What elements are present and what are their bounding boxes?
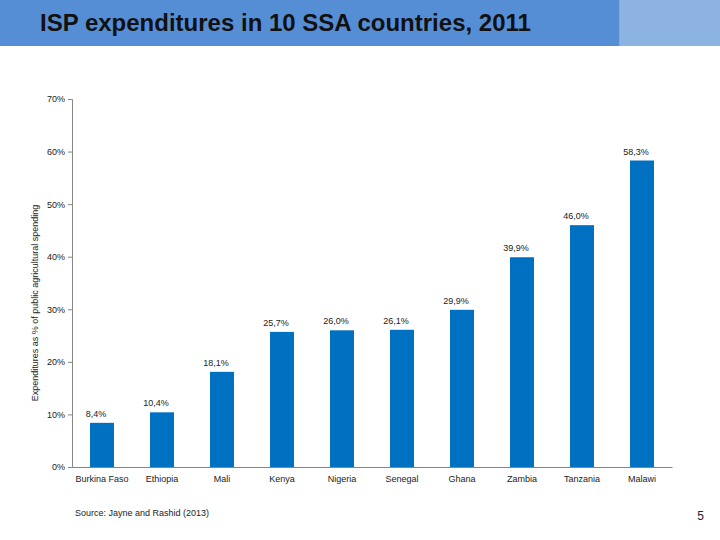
y-tick-mark	[68, 152, 72, 153]
y-axis: 0% 10% 20% 30% 40% 50% 60% 70%	[47, 94, 73, 472]
bar	[150, 412, 174, 467]
y-tick-mark	[68, 309, 72, 310]
x-tick: Nigeria	[328, 467, 357, 484]
y-axis-line	[68, 100, 73, 468]
bar	[270, 332, 294, 467]
x-tick: Kenya	[269, 467, 295, 484]
y-tick: 30%	[47, 305, 72, 315]
y-tick: 70%	[47, 94, 72, 104]
source-note: Source: Jayne and Rashid (2013)	[75, 508, 209, 518]
y-tick-mark	[68, 257, 72, 258]
bar	[630, 161, 654, 467]
y-tick-label: 70%	[47, 94, 65, 104]
y-tick-mark	[68, 467, 72, 468]
data-labels: 8,4% 10,4% 18,1% 25,7% 26,0% 26,1% 29,9% 39,9% 4…	[86, 147, 649, 419]
x-tick-label: Ethiopia	[146, 474, 179, 484]
x-tick: Ethiopia	[146, 467, 179, 484]
y-tick: 20%	[47, 357, 72, 367]
data-label: 39,9%	[503, 243, 529, 253]
y-tick-label: 10%	[47, 410, 65, 420]
y-tick-label: 20%	[47, 357, 65, 367]
x-tick-label: Ghana	[448, 474, 475, 484]
x-axis: Burkina Faso Ethiopia Mali Kenya Nigeria Sene…	[73, 467, 673, 484]
bar	[570, 225, 594, 467]
y-tick-label: 60%	[47, 147, 65, 157]
y-tick: 50%	[47, 200, 72, 210]
y-tick: 40%	[47, 252, 72, 262]
bar	[330, 330, 354, 467]
bar	[390, 330, 414, 467]
y-tick: 10%	[47, 410, 72, 420]
x-tick-label: Zambia	[507, 474, 537, 484]
x-tick-label: Kenya	[269, 474, 295, 484]
x-tick-label: Tanzania	[564, 474, 600, 484]
x-tick-label: Malawi	[628, 474, 656, 484]
x-tick: Tanzania	[564, 467, 600, 484]
bar	[90, 423, 114, 467]
data-label: 18,1%	[203, 358, 229, 368]
x-tick: Malawi	[628, 467, 656, 484]
x-tick: Senegal	[385, 467, 418, 484]
x-tick: Ghana	[448, 467, 475, 484]
y-tick-label: 40%	[47, 252, 65, 262]
y-tick-mark	[68, 414, 72, 415]
y-tick-mark	[68, 204, 72, 205]
header-band-inner	[0, 0, 619, 46]
bars	[90, 161, 654, 467]
x-tick-label: Senegal	[385, 474, 418, 484]
data-label: 46,0%	[563, 211, 589, 221]
y-tick-mark	[68, 362, 72, 363]
x-tick-label: Nigeria	[328, 474, 357, 484]
y-tick: 60%	[47, 147, 72, 157]
data-label: 8,4%	[86, 409, 107, 419]
page-number: 5	[697, 509, 704, 523]
header-band	[0, 0, 720, 46]
data-label: 26,1%	[383, 316, 409, 326]
bar	[510, 257, 534, 467]
data-label: 26,0%	[323, 316, 349, 326]
data-label: 25,7%	[263, 318, 289, 328]
y-tick-label: 50%	[47, 200, 65, 210]
x-tick: Mali	[214, 467, 231, 484]
y-tick-label: 0%	[52, 462, 65, 472]
x-axis-line	[73, 467, 673, 468]
y-tick-label: 30%	[47, 305, 65, 315]
title: ISP expenditures in 10 SSA countries, 20…	[40, 9, 531, 36]
x-tick-label: Mali	[214, 474, 231, 484]
y-tick-mark	[68, 99, 72, 100]
bar	[450, 310, 474, 467]
x-tick-label: Burkina Faso	[75, 474, 128, 484]
data-label: 58,3%	[623, 147, 649, 157]
y-axis-title: Expenditures as % of public agricultural…	[30, 205, 40, 402]
chart: ISP expenditures in 10 SSA countries, 20…	[0, 0, 720, 540]
data-label: 29,9%	[443, 296, 469, 306]
y-tick: 0%	[52, 462, 72, 472]
x-tick: Burkina Faso	[75, 467, 128, 484]
bar	[210, 372, 234, 467]
data-label: 10,4%	[143, 398, 169, 408]
x-tick: Zambia	[507, 467, 537, 484]
